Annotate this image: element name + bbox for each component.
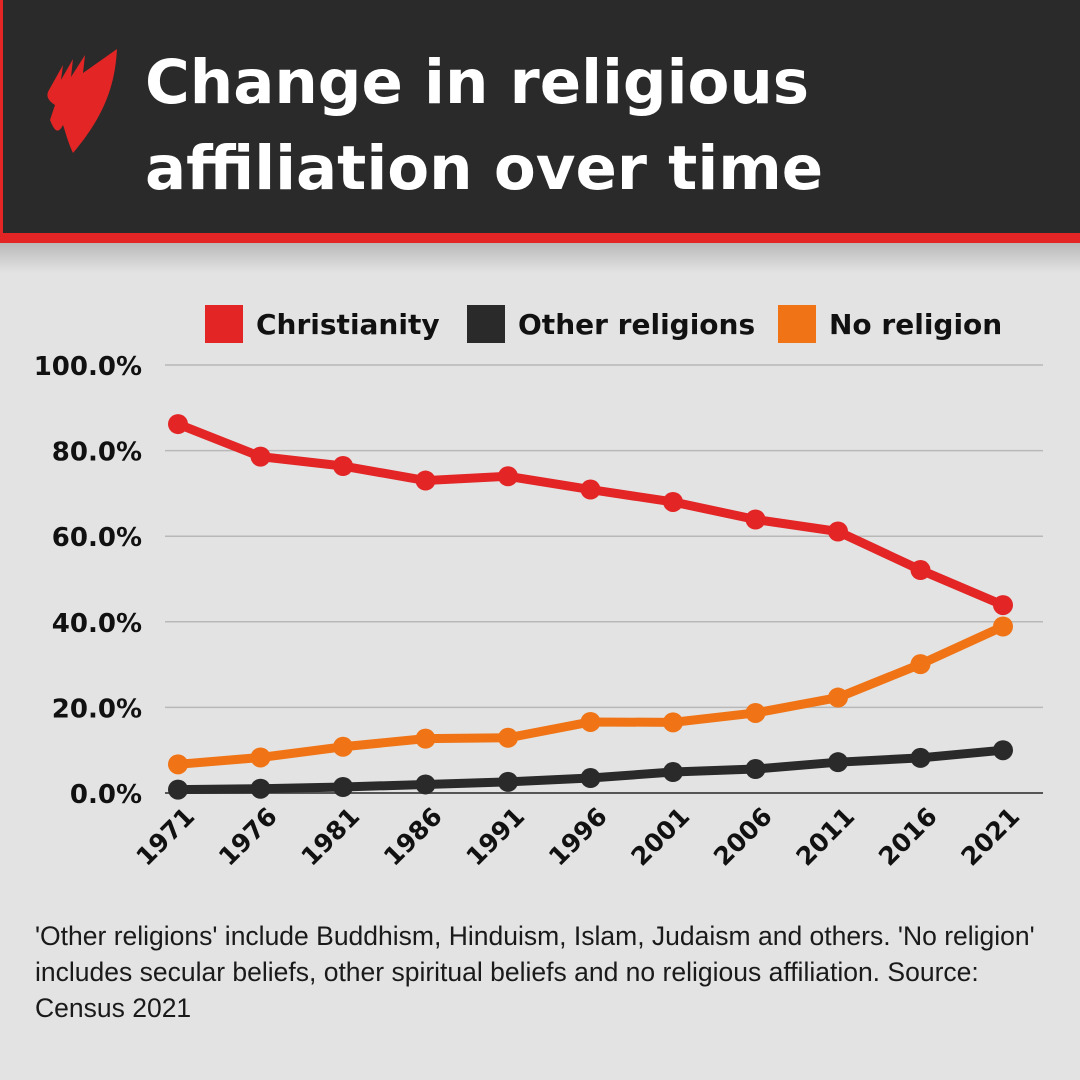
y-tick-label: 40.0%	[52, 609, 142, 639]
x-tick-label: 2001	[626, 802, 696, 872]
data-point	[498, 727, 518, 748]
y-tick-label: 0.0%	[70, 780, 142, 810]
header-accent-bar	[0, 233, 1080, 243]
legend-label: Other religions	[518, 308, 755, 341]
data-point	[250, 778, 271, 799]
x-tick-label: 1976	[213, 802, 283, 872]
page-title: Change in religious affiliation over tim…	[145, 47, 824, 204]
data-point	[745, 759, 766, 780]
data-point	[745, 509, 766, 530]
data-point	[663, 491, 683, 512]
data-point	[333, 736, 353, 757]
y-tick-label: 80.0%	[52, 438, 142, 468]
x-tick-label: 1991	[461, 802, 531, 872]
data-point	[663, 712, 683, 733]
header-shadow	[0, 243, 1080, 273]
x-tick-label: 1986	[378, 802, 448, 872]
header	[0, 0, 1080, 234]
legend-swatch	[205, 305, 243, 343]
data-point	[415, 774, 436, 795]
data-point	[663, 762, 683, 783]
data-point	[993, 616, 1013, 637]
data-point	[745, 702, 766, 723]
data-point	[498, 771, 518, 792]
footnote: 'Other religions' include Buddhism, Hind…	[35, 921, 1035, 1023]
data-point	[580, 479, 601, 500]
data-point	[580, 768, 601, 789]
data-point	[168, 414, 188, 435]
x-tick-label: 1996	[543, 802, 613, 872]
legend-swatch	[467, 305, 505, 343]
data-point	[168, 754, 188, 775]
data-point	[993, 740, 1013, 761]
data-point	[910, 654, 931, 675]
y-tick-label: 60.0%	[52, 523, 142, 553]
x-tick-label: 2006	[708, 802, 778, 872]
data-point	[580, 711, 601, 732]
data-point	[250, 747, 271, 768]
legend-label: Christianity	[256, 308, 440, 341]
data-point	[828, 752, 848, 773]
data-point	[828, 521, 848, 542]
x-tick-label: 2021	[956, 802, 1026, 872]
y-tick-label: 20.0%	[52, 694, 142, 724]
x-tick-label: 1971	[131, 802, 201, 872]
x-tick-label: 2016	[873, 802, 943, 872]
legend-label: No religion	[829, 308, 1002, 341]
x-tick-label: 2011	[791, 802, 861, 872]
data-point	[415, 470, 436, 491]
data-point	[993, 595, 1013, 616]
legend-swatch	[778, 305, 816, 343]
data-point	[415, 728, 436, 749]
data-point	[333, 777, 353, 798]
y-tick-label: 100.0%	[34, 352, 142, 382]
sbs-logo-icon	[47, 49, 117, 153]
line-chart: 0.0%20.0%40.0%60.0%80.0%100.0%1971 1976 19…	[34, 305, 1043, 872]
data-point	[250, 446, 271, 467]
x-tick-label: 1981	[296, 802, 366, 872]
series-line-no-religion	[177, 622, 1005, 769]
data-point	[910, 747, 931, 768]
data-point	[498, 466, 518, 487]
data-point	[828, 687, 848, 708]
data-point	[168, 779, 188, 800]
data-point	[910, 560, 931, 581]
data-point	[333, 456, 353, 477]
